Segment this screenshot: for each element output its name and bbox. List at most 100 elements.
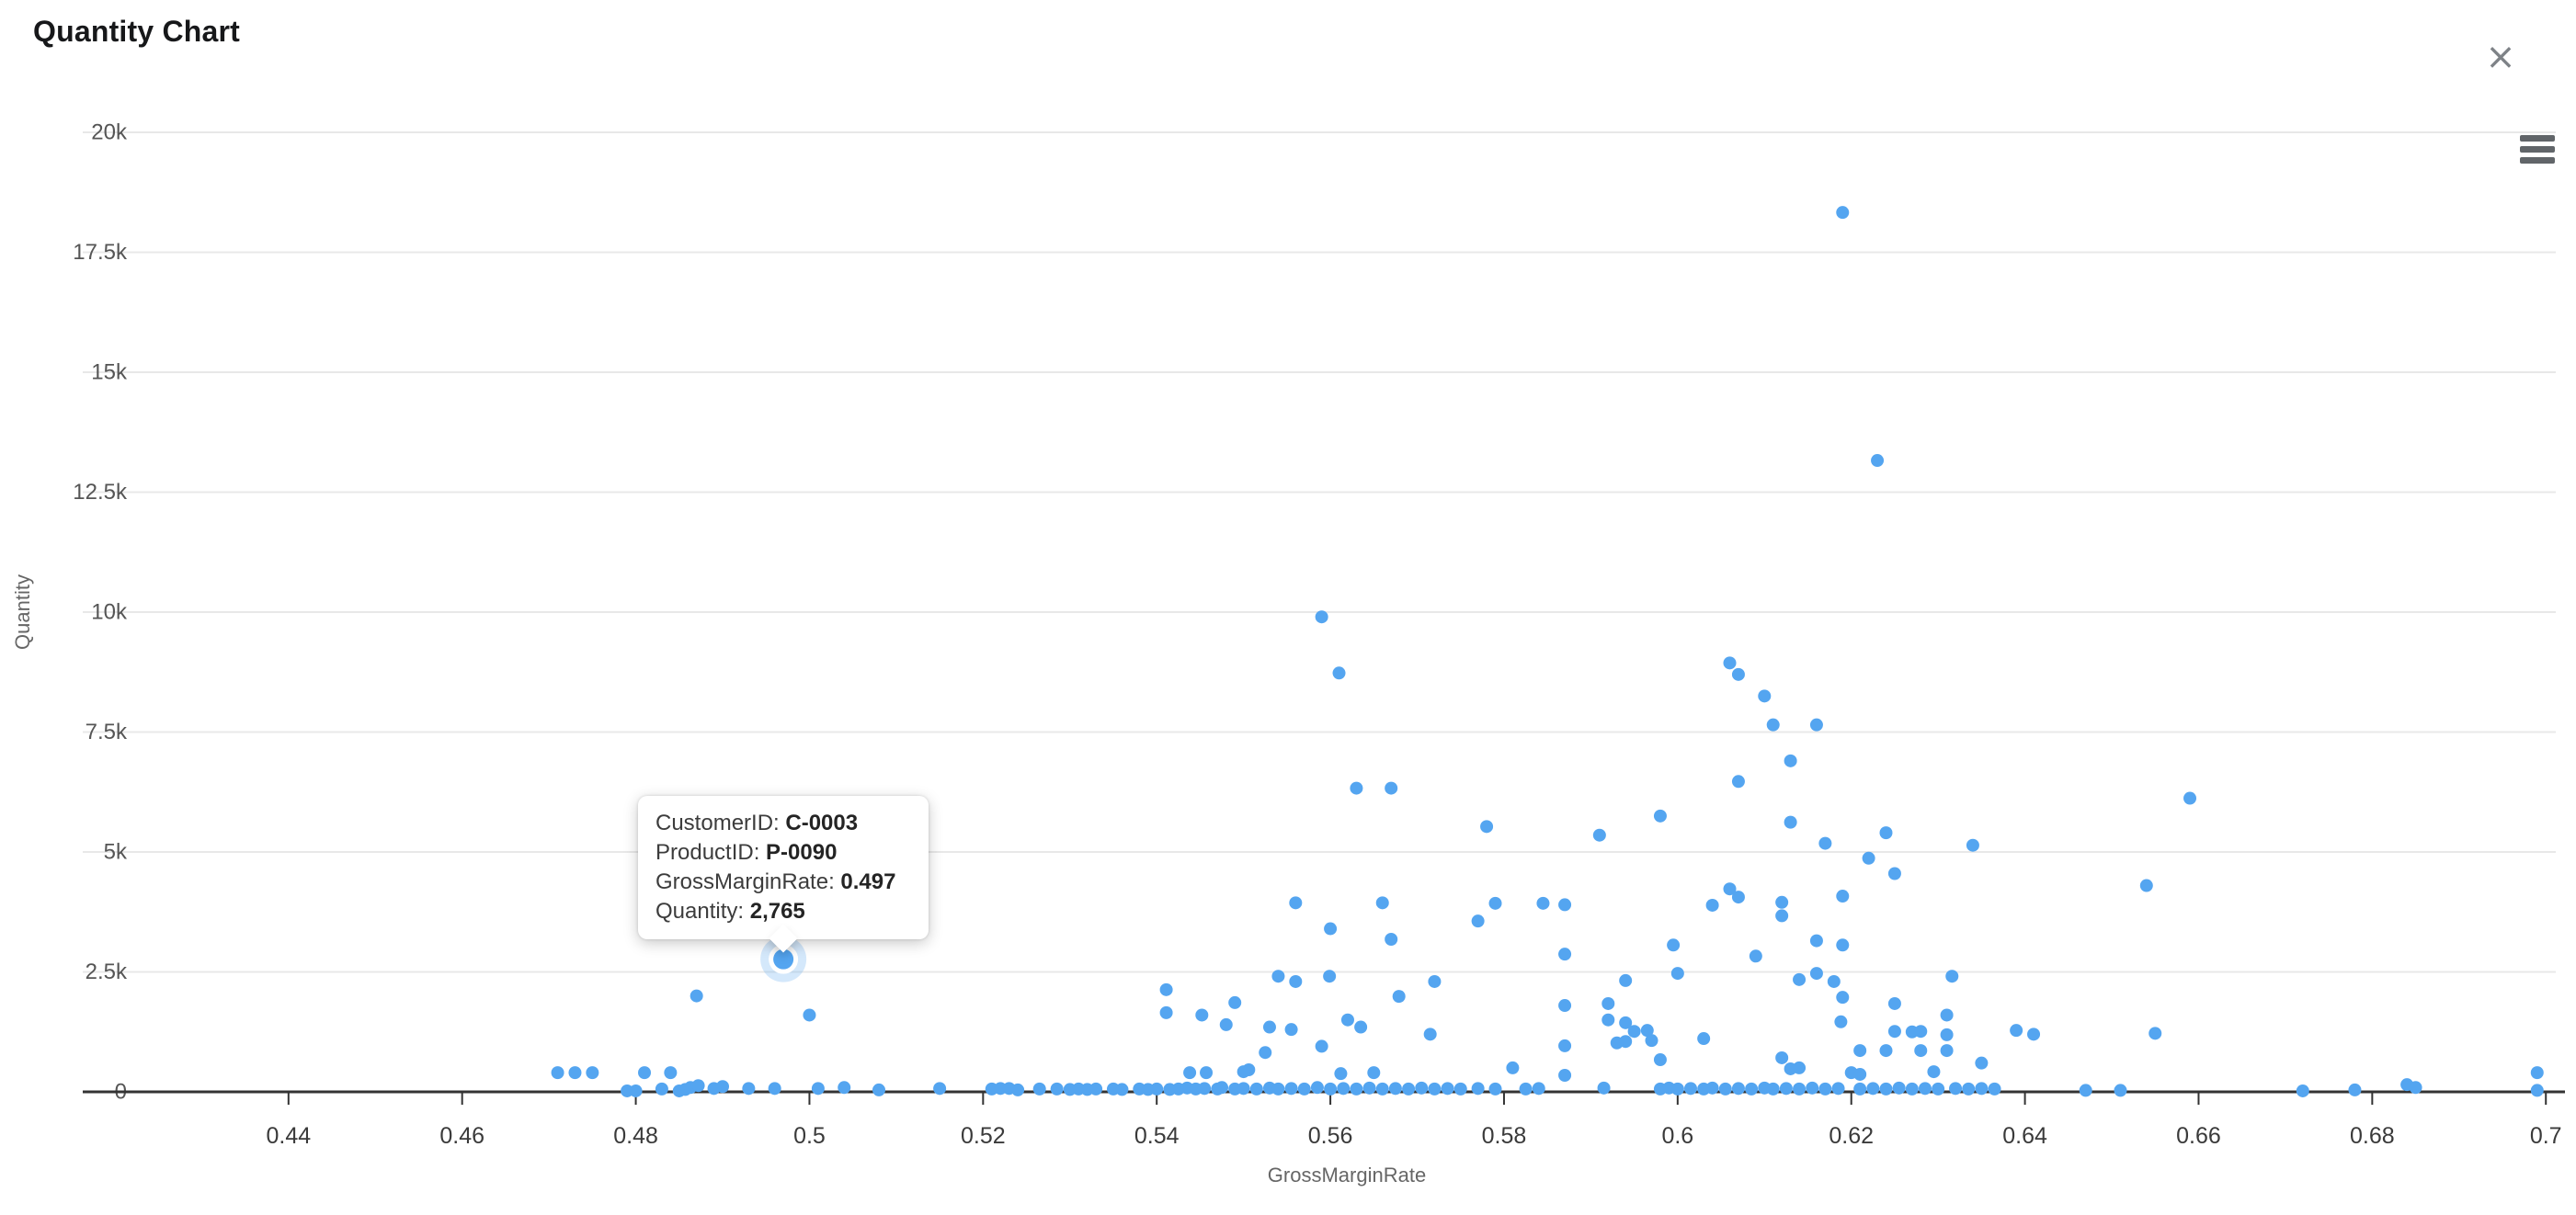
scatter-point[interactable] bbox=[1731, 891, 1745, 904]
scatter-point[interactable] bbox=[1775, 895, 1789, 909]
scatter-point[interactable] bbox=[1775, 1050, 1789, 1064]
scatter-point[interactable] bbox=[1871, 454, 1885, 468]
scatter-point[interactable] bbox=[872, 1083, 886, 1096]
scatter-point[interactable] bbox=[1653, 809, 1667, 823]
scatter-point[interactable] bbox=[1809, 967, 1823, 981]
scatter-point[interactable] bbox=[1975, 1082, 1989, 1096]
scatter-point[interactable] bbox=[933, 1082, 947, 1096]
scatter-point[interactable] bbox=[1592, 828, 1606, 842]
scatter-point[interactable] bbox=[1827, 974, 1841, 988]
scatter-point[interactable] bbox=[1667, 938, 1681, 952]
scatter-point[interactable] bbox=[1806, 1081, 1819, 1095]
scatter-point[interactable] bbox=[1745, 1082, 1759, 1096]
scatter-point[interactable] bbox=[1350, 1082, 1363, 1096]
scatter-point[interactable] bbox=[1862, 851, 1875, 865]
scatter-point[interactable] bbox=[1927, 1065, 1941, 1079]
scatter-point[interactable] bbox=[1809, 934, 1823, 948]
scatter-point[interactable] bbox=[1159, 982, 1173, 996]
scatter-point[interactable] bbox=[2409, 1081, 2422, 1095]
scatter-point[interactable] bbox=[1887, 1025, 1901, 1039]
scatter-point[interactable] bbox=[1200, 1066, 1214, 1080]
scatter-point[interactable] bbox=[1645, 1034, 1658, 1048]
scatter-point[interactable] bbox=[1011, 1083, 1025, 1096]
scatter-point[interactable] bbox=[1315, 610, 1328, 624]
scatter-point[interactable] bbox=[1940, 1008, 1954, 1022]
scatter-point[interactable] bbox=[2139, 879, 2153, 892]
scatter-point[interactable] bbox=[1385, 933, 1398, 947]
scatter-point[interactable] bbox=[1271, 970, 1285, 983]
scatter-point[interactable] bbox=[1237, 1082, 1250, 1096]
scatter-point[interactable] bbox=[1324, 1082, 1338, 1096]
scatter-point[interactable] bbox=[1284, 1082, 1298, 1096]
scatter-point[interactable] bbox=[1831, 1082, 1845, 1096]
scatter-point[interactable] bbox=[1480, 820, 1494, 834]
scatter-point[interactable] bbox=[1195, 1008, 1209, 1022]
scatter-point[interactable] bbox=[2530, 1084, 2544, 1097]
scatter-point[interactable] bbox=[1310, 1081, 1324, 1095]
scatter-point[interactable] bbox=[1332, 666, 1346, 680]
scatter-point[interactable] bbox=[803, 1008, 816, 1022]
scatter-point[interactable] bbox=[2183, 791, 2197, 805]
scatter-point[interactable] bbox=[1388, 1082, 1402, 1096]
close-icon[interactable]: × bbox=[2479, 35, 2523, 79]
scatter-point[interactable] bbox=[1050, 1082, 1064, 1096]
scatter-point[interactable] bbox=[1731, 667, 1745, 681]
scatter-point[interactable] bbox=[1428, 974, 1442, 988]
scatter-point[interactable] bbox=[1640, 1024, 1654, 1038]
scatter-point[interactable] bbox=[586, 1066, 599, 1080]
scatter-point[interactable] bbox=[568, 1066, 582, 1080]
scatter-point[interactable] bbox=[1784, 1062, 1797, 1075]
scatter-point[interactable] bbox=[638, 1066, 652, 1080]
scatter-point[interactable] bbox=[1784, 815, 1797, 829]
scatter-point[interactable] bbox=[2149, 1027, 2162, 1040]
scatter-point[interactable] bbox=[1766, 1082, 1780, 1096]
scatter-point[interactable] bbox=[1441, 1082, 1454, 1096]
scatter-point[interactable] bbox=[664, 1066, 678, 1080]
scatter-point[interactable] bbox=[1779, 1082, 1793, 1096]
scatter-point[interactable] bbox=[1558, 898, 1572, 912]
scatter-point[interactable] bbox=[1670, 1082, 1684, 1096]
scatter-point[interactable] bbox=[1749, 949, 1762, 963]
scatter-point[interactable] bbox=[1271, 1082, 1285, 1096]
scatter-point[interactable] bbox=[838, 1081, 851, 1095]
scatter-point[interactable] bbox=[811, 1082, 825, 1096]
scatter-point[interactable] bbox=[742, 1082, 756, 1096]
hovered-point[interactable] bbox=[773, 948, 794, 970]
scatter-point[interactable] bbox=[1354, 1020, 1368, 1034]
scatter-point[interactable] bbox=[1619, 973, 1633, 987]
scatter-point[interactable] bbox=[1879, 1044, 1893, 1058]
scatter-point[interactable] bbox=[1601, 996, 1615, 1010]
scatter-point[interactable] bbox=[1289, 974, 1303, 988]
scatter-point[interactable] bbox=[768, 1082, 781, 1096]
scatter-point[interactable] bbox=[1914, 1044, 1928, 1058]
scatter-point[interactable] bbox=[1887, 996, 1901, 1010]
scatter-point[interactable] bbox=[1966, 838, 1979, 852]
scatter-point[interactable] bbox=[1324, 922, 1338, 936]
scatter-point[interactable] bbox=[1183, 1066, 1197, 1080]
scatter-point[interactable] bbox=[1670, 967, 1684, 981]
scatter-point[interactable] bbox=[1932, 1082, 1945, 1096]
scatter-point[interactable] bbox=[1853, 1082, 1867, 1096]
scatter-point[interactable] bbox=[1905, 1082, 1919, 1096]
scatter-point[interactable] bbox=[1988, 1082, 2001, 1096]
scatter-point[interactable] bbox=[1375, 1082, 1389, 1096]
scatter-point[interactable] bbox=[655, 1082, 668, 1096]
scatter-point[interactable] bbox=[2296, 1084, 2309, 1097]
scatter-point[interactable] bbox=[2114, 1084, 2127, 1097]
scatter-point[interactable] bbox=[1914, 1025, 1928, 1039]
scatter-point[interactable] bbox=[1471, 914, 1485, 928]
scatter-point[interactable] bbox=[1818, 836, 1832, 850]
scatter-point[interactable] bbox=[1718, 1082, 1732, 1096]
scatter-point[interactable] bbox=[1836, 206, 1850, 220]
scatter-point[interactable] bbox=[1115, 1083, 1129, 1096]
scatter-point[interactable] bbox=[1453, 1082, 1467, 1096]
scatter-point[interactable] bbox=[1705, 898, 1719, 912]
scatter-point[interactable] bbox=[1619, 1016, 1633, 1029]
scatter-point[interactable] bbox=[1731, 775, 1745, 789]
scatter-point[interactable] bbox=[1536, 896, 1550, 910]
scatter-point[interactable] bbox=[1488, 1082, 1502, 1096]
scatter-point[interactable] bbox=[1866, 1082, 1880, 1096]
scatter-point[interactable] bbox=[1723, 656, 1737, 670]
scatter-point[interactable] bbox=[1392, 990, 1406, 1004]
scatter-point[interactable] bbox=[1219, 1017, 1233, 1031]
